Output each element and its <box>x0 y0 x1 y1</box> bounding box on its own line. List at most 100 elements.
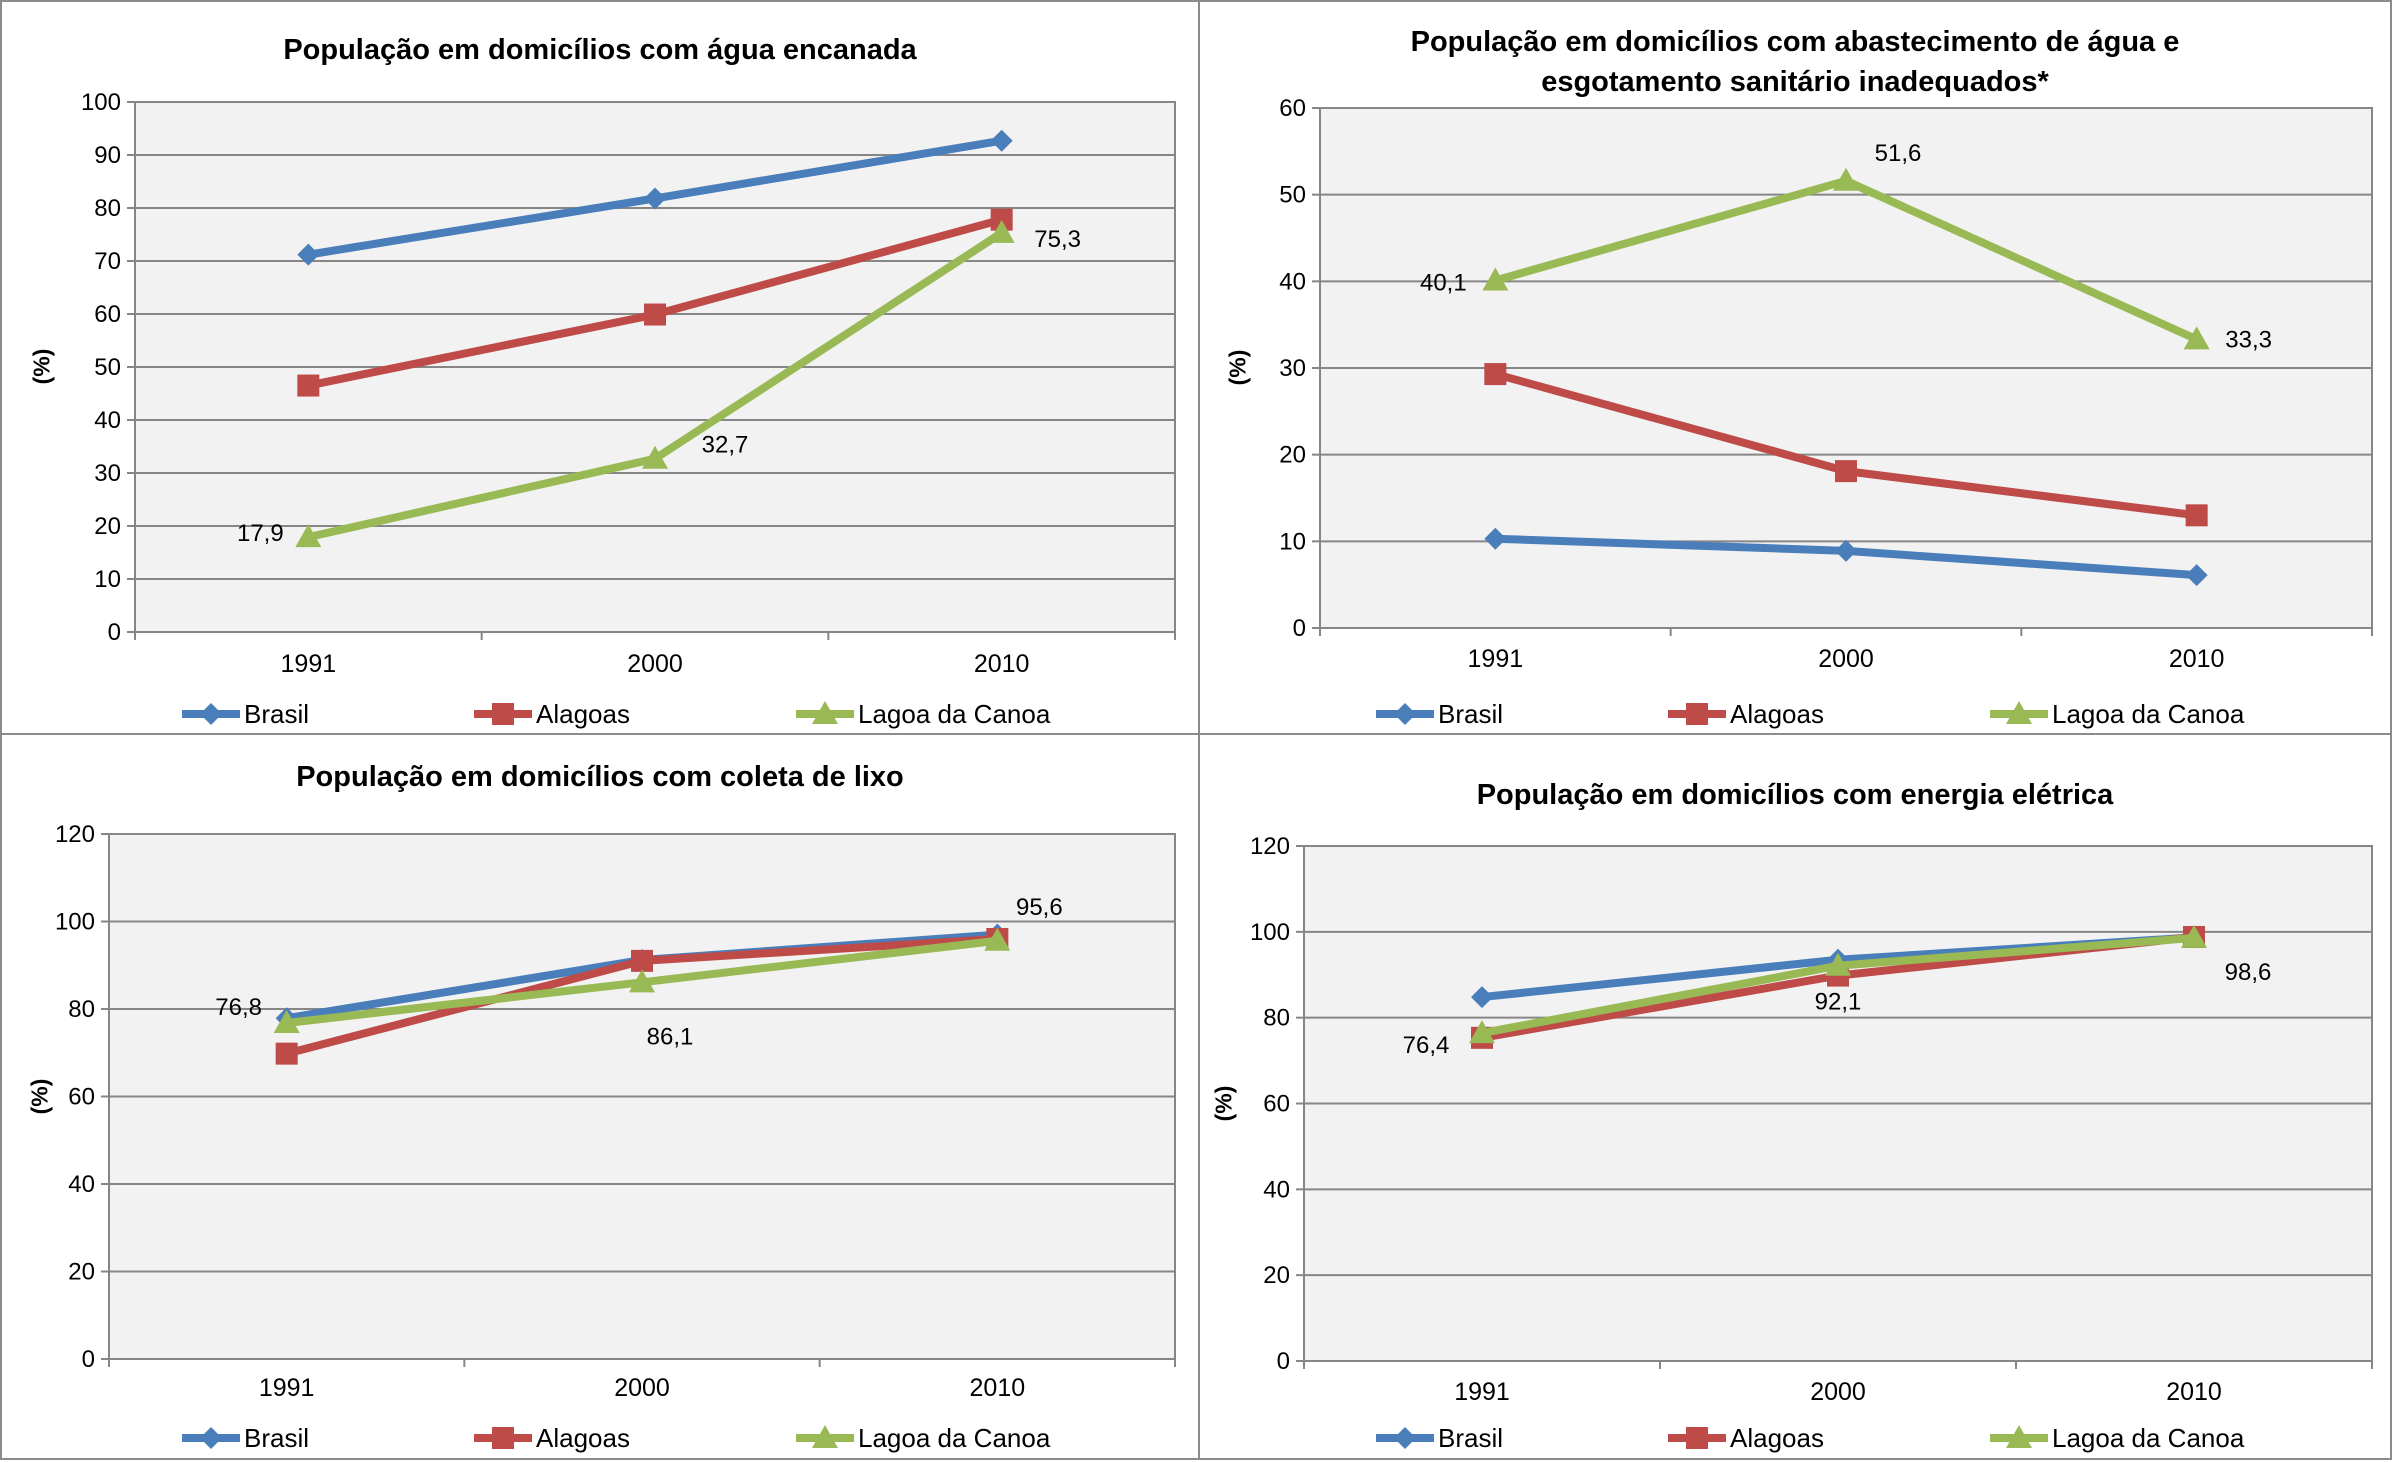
legend-item: Brasil <box>180 694 309 734</box>
legend-marker <box>492 1427 514 1449</box>
data-point-lagoa-da-canoa <box>984 927 1011 951</box>
legend-swatch <box>182 703 240 725</box>
data-point-brasil <box>1835 539 1857 562</box>
data-point-lagoa-da-canoa <box>1482 267 1509 291</box>
y-tick-label: 90 <box>94 142 121 169</box>
y-axis-label: (%) <box>1224 349 1251 386</box>
chart-title: População em domicílios com água encanad… <box>2 30 1198 70</box>
y-tick-label: 30 <box>94 460 121 487</box>
chart-panel-3: População em domicílios com coleta de li… <box>0 733 1200 1460</box>
x-tick-label: 2010 <box>974 650 1030 678</box>
legend-item: Alagoas <box>1666 1418 1824 1458</box>
legend-item: Lagoa da Canoa <box>794 694 1050 734</box>
y-axis-label: (%) <box>1210 1085 1237 1121</box>
data-label: 98,6 <box>2225 959 2272 986</box>
chart-title-line: População em domicílios com abasteciment… <box>1410 26 2180 58</box>
y-tick-label: 40 <box>1279 268 1306 295</box>
data-point-lagoa-da-canoa <box>2183 326 2210 350</box>
legend-item: Alagoas <box>472 694 630 734</box>
y-tick-label: 40 <box>68 1171 95 1198</box>
legend-label: Brasil <box>244 1422 310 1453</box>
legend-swatch <box>1990 1425 2048 1448</box>
legend-marker <box>200 703 222 725</box>
data-point-lagoa-da-canoa <box>1469 1020 1495 1044</box>
y-tick-label: 60 <box>1263 1091 1290 1118</box>
legend-marker <box>200 1427 222 1449</box>
chart-panel-4: População em domicílios com energia elét… <box>1198 733 2392 1460</box>
legend-marker <box>1686 703 1708 725</box>
legend-swatch <box>474 703 532 725</box>
chart-panel-1: População em domicílios com água encanad… <box>0 0 1200 735</box>
x-tick-label: 2010 <box>2166 1378 2222 1406</box>
data-label: 86,1 <box>647 1023 694 1050</box>
y-tick-label: 60 <box>68 1084 95 1111</box>
legend-label: Lagoa da Canoa <box>858 698 1051 729</box>
legend-label: Brasil <box>1438 1422 1504 1453</box>
legend-marker <box>812 701 838 724</box>
chart-title-line: População em domicílios com água encanad… <box>283 34 917 66</box>
legend: Brasil Alagoas Lagoa da Canoa <box>2 1418 1198 1458</box>
y-tick-label: 10 <box>94 566 121 593</box>
y-tick-label: 40 <box>94 407 121 434</box>
data-point-alagoas <box>631 949 653 972</box>
y-tick-label: 40 <box>1263 1176 1290 1203</box>
data-point-brasil <box>1484 527 1507 550</box>
legend-item: Lagoa da Canoa <box>794 1418 1050 1458</box>
y-tick-label: 20 <box>68 1259 95 1286</box>
data-point-brasil <box>297 243 320 266</box>
data-label: 76,8 <box>215 994 262 1021</box>
chart-title: População em domicílios com coleta de li… <box>2 757 1198 797</box>
data-point-lagoa-da-canoa <box>2181 924 2207 948</box>
y-tick-label: 10 <box>1279 528 1306 555</box>
chart-title-line: População em domicílios com energia elét… <box>1476 779 2114 811</box>
y-tick-label: 80 <box>94 195 121 222</box>
y-axis-label: (%) <box>26 1078 53 1114</box>
data-point-lagoa-da-canoa <box>1833 167 1859 191</box>
y-tick-label: 0 <box>82 1346 95 1373</box>
legend-marker <box>1394 703 1416 725</box>
chart-title: População em domicílios com abasteciment… <box>1200 22 2390 102</box>
data-label: 17,9 <box>237 520 284 547</box>
y-tick-label: 80 <box>1263 1005 1290 1032</box>
data-point-alagoas <box>644 303 666 326</box>
legend-swatch <box>796 1425 854 1448</box>
x-tick-label: 2000 <box>1810 1378 1866 1406</box>
y-axis-label: (%) <box>28 348 55 385</box>
legend-marker <box>2006 1425 2032 1448</box>
data-point-alagoas <box>1484 363 1507 386</box>
y-tick-label: 20 <box>94 513 121 540</box>
data-point-lagoa-da-canoa <box>988 219 1015 243</box>
legend-swatch <box>1376 1427 1434 1449</box>
legend-item: Alagoas <box>472 1418 630 1458</box>
legend-label: Lagoa da Canoa <box>2052 698 2245 729</box>
y-tick-label: 50 <box>94 354 121 381</box>
y-tick-label: 30 <box>1279 355 1306 382</box>
legend-label: Alagoas <box>536 1422 630 1453</box>
x-tick-label: 2000 <box>627 650 683 678</box>
y-tick-label: 20 <box>1279 442 1306 469</box>
chart-title-line: População em domicílios com coleta de li… <box>296 761 904 793</box>
y-tick-label: 60 <box>94 301 121 328</box>
data-point-lagoa-da-canoa <box>629 969 655 993</box>
data-point-lagoa-da-canoa <box>295 524 322 548</box>
x-tick-label: 2000 <box>1818 645 1874 673</box>
legend-item: Lagoa da Canoa <box>1988 694 2244 734</box>
x-tick-label: 2010 <box>970 1374 1026 1402</box>
legend-marker <box>492 703 514 725</box>
x-tick-label: 1991 <box>281 650 337 678</box>
legend-marker <box>1394 1427 1416 1449</box>
chart-title-line: esgotamento sanitário inadequados* <box>1541 66 2049 98</box>
x-tick-label: 1991 <box>1468 645 1524 673</box>
legend: Brasil Alagoas Lagoa da Canoa <box>2 694 1198 734</box>
y-tick-label: 100 <box>81 89 121 116</box>
data-label: 40,1 <box>1420 269 1467 296</box>
x-tick-label: 2000 <box>614 1374 670 1402</box>
data-point-alagoas <box>2185 504 2208 527</box>
legend-label: Alagoas <box>536 698 630 729</box>
legend-swatch <box>1376 703 1434 725</box>
y-tick-label: 120 <box>1250 833 1290 860</box>
data-point-brasil <box>1471 986 1493 1009</box>
y-tick-label: 100 <box>55 909 95 936</box>
x-tick-label: 1991 <box>1454 1378 1510 1406</box>
y-tick-label: 20 <box>1263 1262 1290 1289</box>
